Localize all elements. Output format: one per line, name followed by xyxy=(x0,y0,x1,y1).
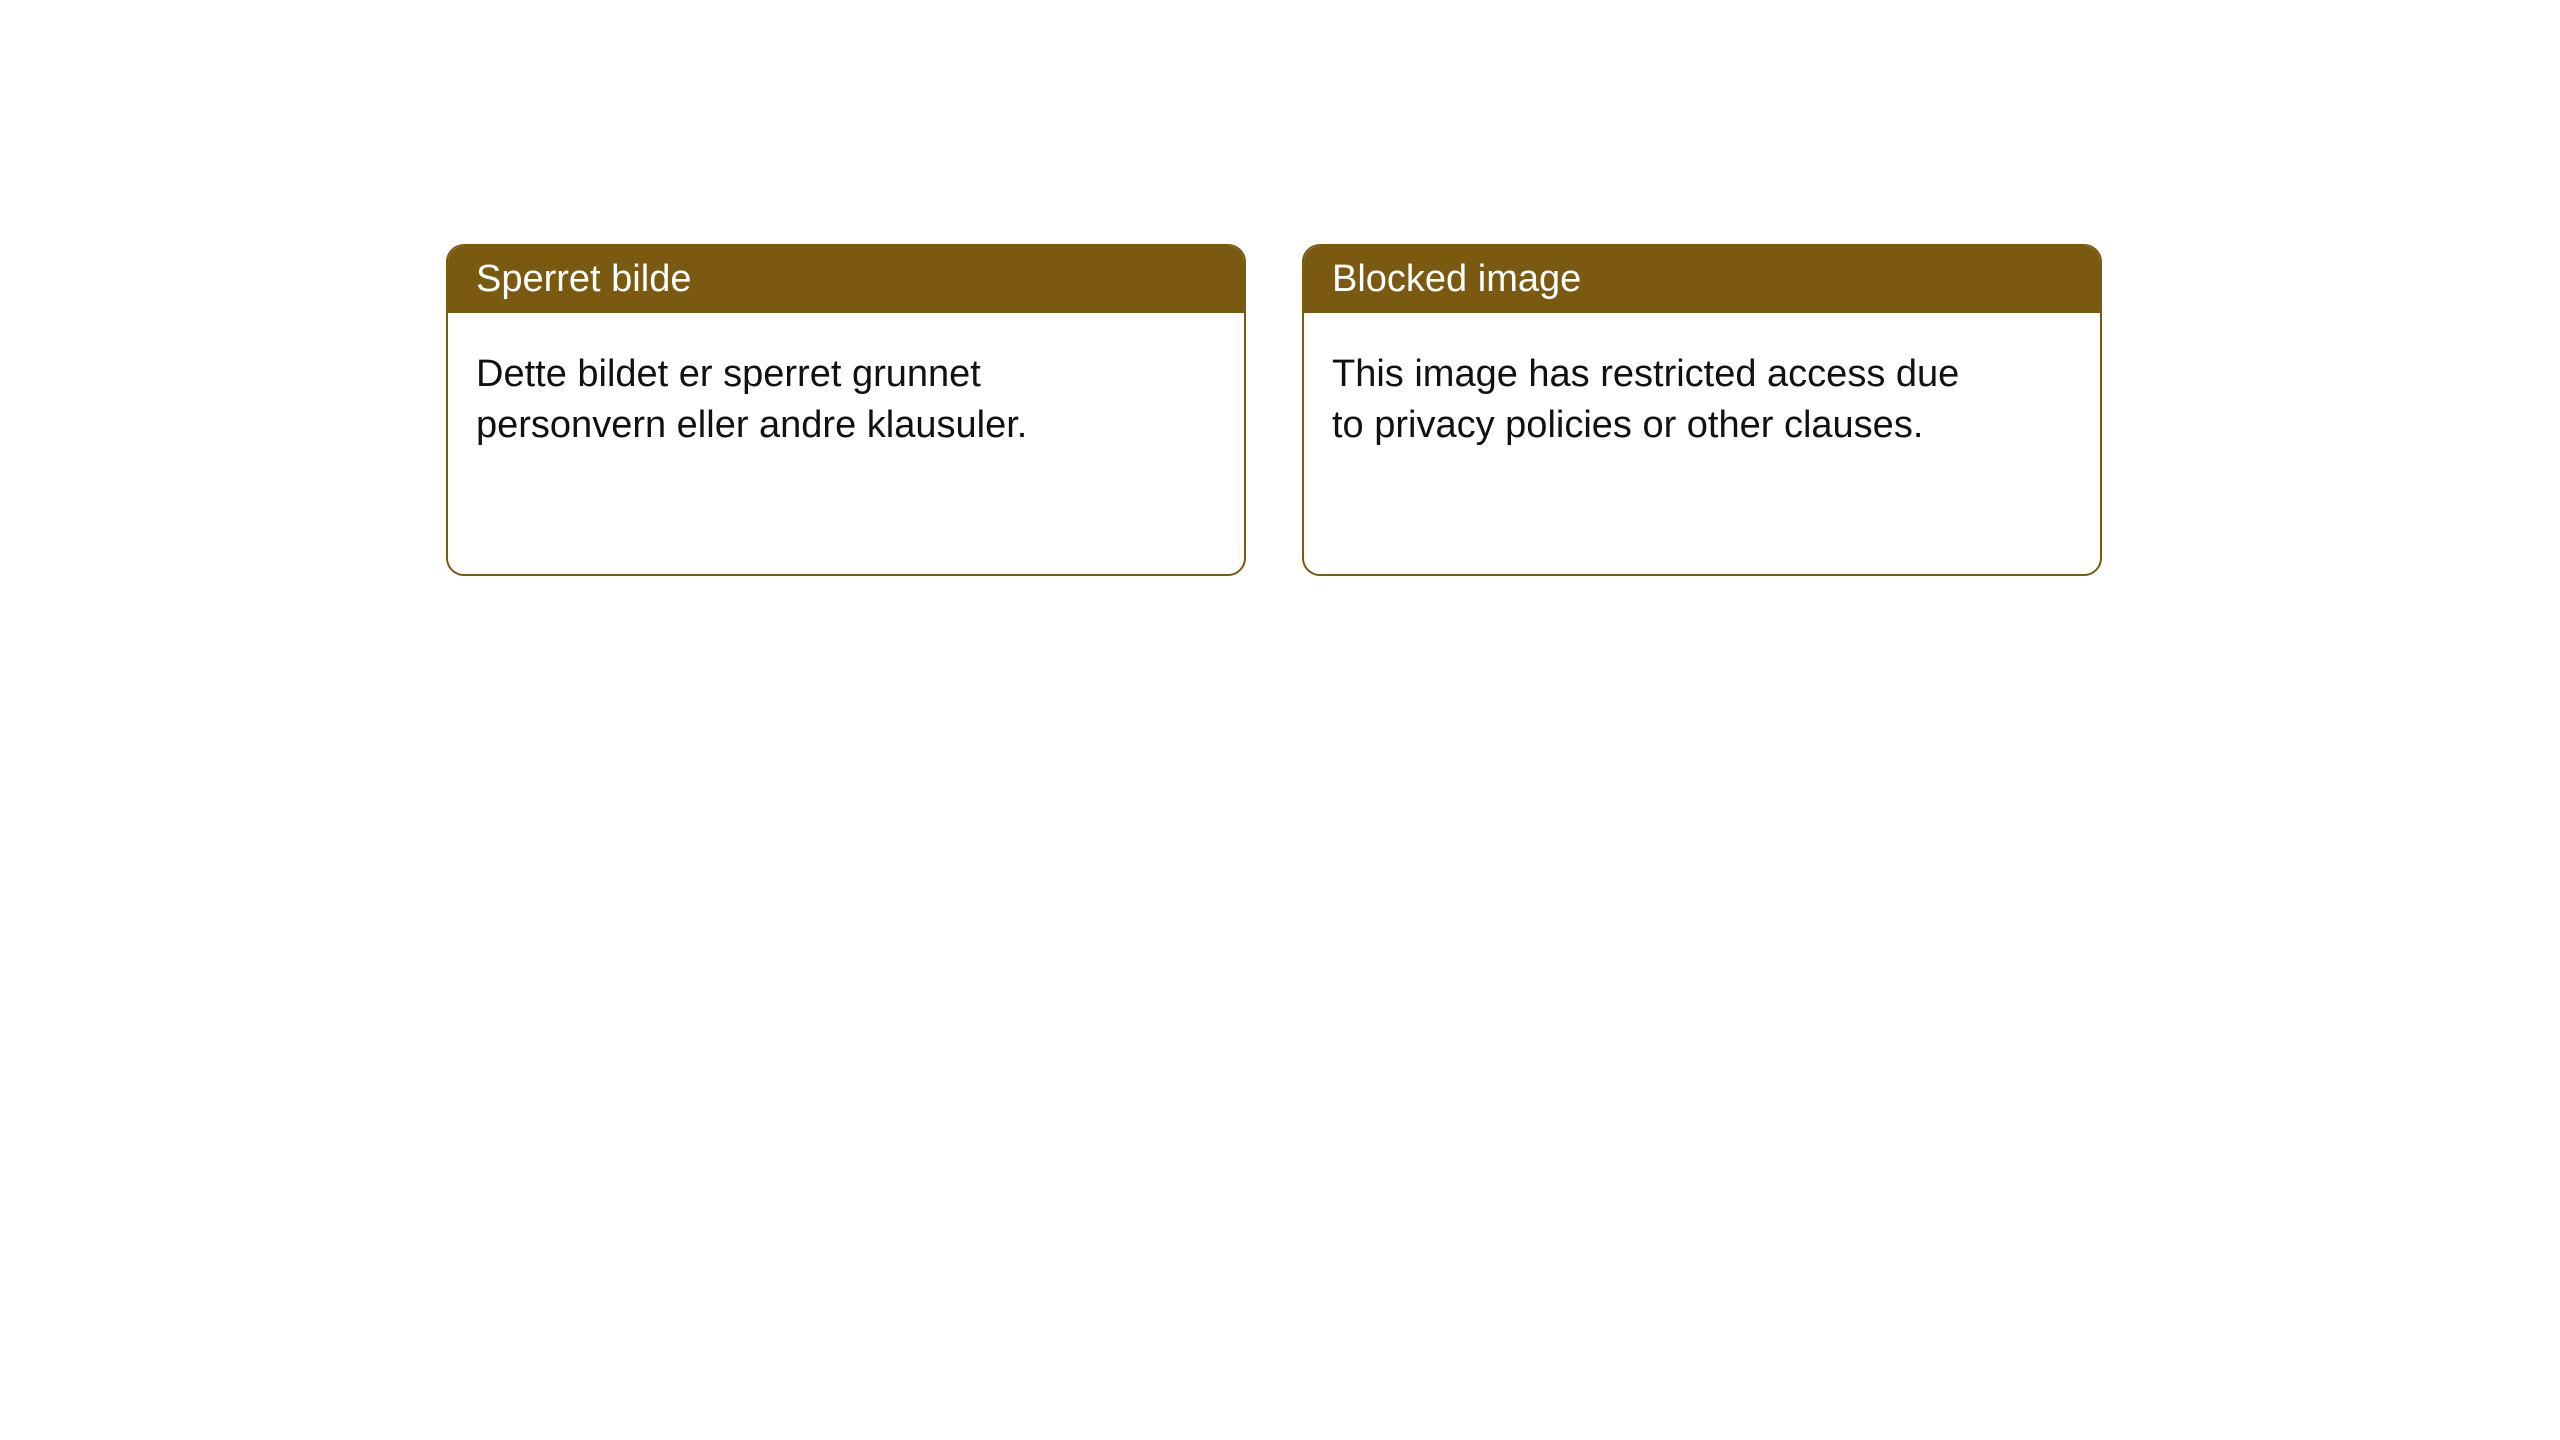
notice-body-text: Dette bildet er sperret grunnet personve… xyxy=(448,313,1168,488)
notice-title: Sperret bilde xyxy=(448,246,1244,313)
notice-card-norwegian: Sperret bilde Dette bildet er sperret gr… xyxy=(446,244,1246,576)
notice-body-text: This image has restricted access due to … xyxy=(1304,313,2024,488)
notice-container: Sperret bilde Dette bildet er sperret gr… xyxy=(0,0,2560,576)
notice-title: Blocked image xyxy=(1304,246,2100,313)
notice-card-english: Blocked image This image has restricted … xyxy=(1302,244,2102,576)
